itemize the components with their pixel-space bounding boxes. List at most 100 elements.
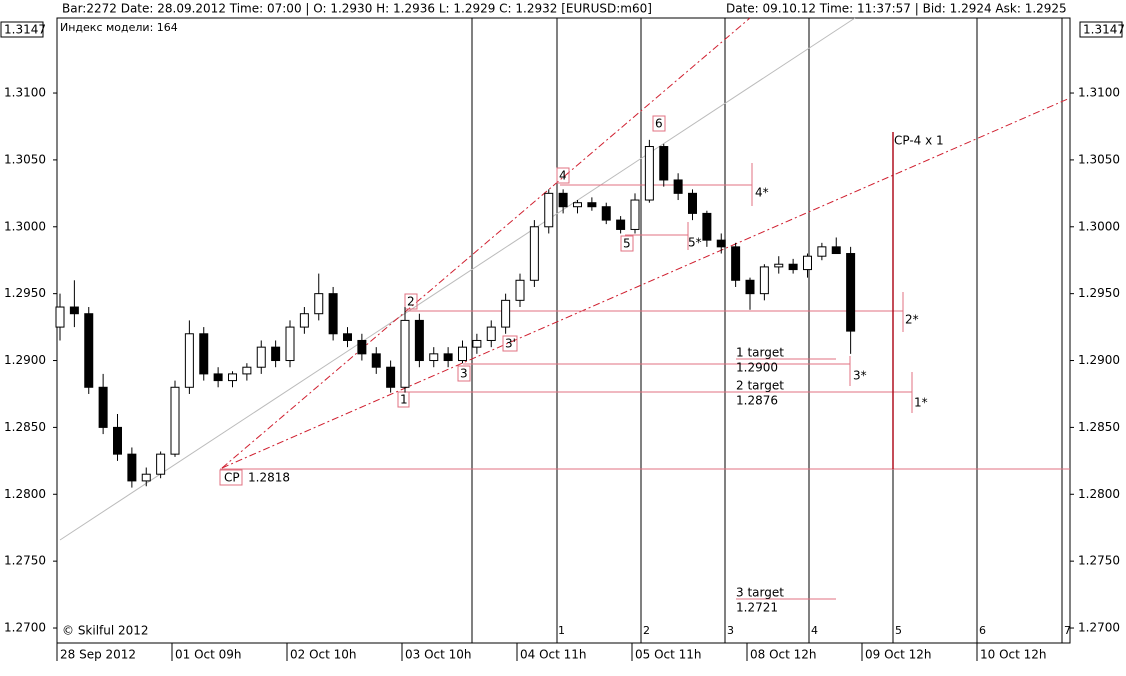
candle-body xyxy=(285,326,295,362)
y-tick-label: 1.2750 xyxy=(1078,554,1120,568)
y-tick-label: 1.3050 xyxy=(4,152,46,166)
annotation: 1.2876 xyxy=(736,394,778,408)
candle-body xyxy=(573,202,582,208)
annotation: 2 target xyxy=(736,379,784,393)
period-lines xyxy=(471,18,1063,643)
candle-body xyxy=(644,146,654,201)
y-tick-label: 1.2950 xyxy=(4,286,46,300)
y-tick-label: 1.2700 xyxy=(1078,621,1120,635)
candle-body xyxy=(429,353,439,362)
candle-body xyxy=(774,263,784,268)
candle-body xyxy=(803,255,812,271)
candle-body xyxy=(343,333,352,341)
plot-frame xyxy=(56,17,1071,644)
period-label: 7 xyxy=(1064,624,1071,637)
x-tick-label: 03 Oct 10h xyxy=(405,648,472,662)
label-box xyxy=(397,391,410,408)
annotation: CP-4 x 1 xyxy=(894,134,944,148)
candle-body xyxy=(98,386,108,428)
label-box xyxy=(556,167,570,184)
y-tick-label: 1.2800 xyxy=(4,487,46,501)
candle-body xyxy=(616,219,626,230)
annotation: 2 xyxy=(407,295,415,309)
candle-body xyxy=(587,202,597,208)
annotation: 1.2818 xyxy=(248,471,290,485)
candle-body xyxy=(759,266,769,295)
model-index: Индекс модели: 164 xyxy=(60,21,178,34)
price-box-text: 1.3147 xyxy=(1083,23,1125,37)
candle-body xyxy=(458,346,467,362)
annotation: CP xyxy=(224,471,240,485)
candle-body xyxy=(831,246,841,255)
candle-body xyxy=(228,373,237,382)
candle-body xyxy=(659,146,669,181)
period-label: 1 xyxy=(558,624,565,637)
y-tick-label: 1.2850 xyxy=(1078,420,1120,434)
candle-body xyxy=(544,192,554,228)
y-tick-label: 1.3050 xyxy=(1078,152,1120,166)
annotation: 1 xyxy=(400,393,408,407)
y-tick-label: 1.2700 xyxy=(4,621,46,635)
candle-body xyxy=(558,192,568,208)
annotation: 1* xyxy=(914,396,928,410)
candle-body xyxy=(271,346,281,362)
header-left: Bar:2272 Date: 28.09.2012 Time: 07:00 | … xyxy=(62,2,652,16)
period-label: 2 xyxy=(643,624,650,637)
candle-body xyxy=(371,353,381,368)
y-tick-label: 1.3000 xyxy=(1078,219,1120,233)
candle-body xyxy=(472,339,482,348)
candle-body xyxy=(242,366,252,375)
period-label: 6 xyxy=(979,624,986,637)
candle-body xyxy=(501,299,511,328)
label-box xyxy=(502,335,518,352)
annotation: 3 target xyxy=(736,586,784,600)
candle-body xyxy=(529,226,539,281)
candle-body xyxy=(515,279,525,301)
candle-body xyxy=(55,306,65,328)
price-box-text: 1.3147 xyxy=(4,23,46,37)
period-label: 5 xyxy=(895,624,902,637)
candle-body xyxy=(716,239,726,248)
annotation: 4* xyxy=(755,186,769,200)
annotation: 1.2900 xyxy=(736,361,778,375)
channel-line xyxy=(221,17,751,469)
copyright: © Skilful 2012 xyxy=(62,624,149,638)
annotation: 2* xyxy=(905,313,919,327)
annotation: 6 xyxy=(655,117,663,131)
candle-body xyxy=(69,306,79,315)
annotation: 3* xyxy=(853,369,867,383)
candle-body xyxy=(328,293,338,335)
annotation: 5 xyxy=(623,237,631,251)
candle-body xyxy=(601,206,611,221)
label-box xyxy=(652,115,666,132)
price-box xyxy=(1079,21,1123,38)
candle-body xyxy=(314,293,324,315)
x-tick-label: 28 Sep 2012 xyxy=(60,648,136,662)
trend-line xyxy=(59,17,856,541)
price-box xyxy=(0,21,44,38)
candle-body xyxy=(731,246,741,281)
annotation: 4 xyxy=(559,169,567,183)
label-box xyxy=(219,469,243,486)
x-tick-label: 09 Oct 12h xyxy=(865,648,932,662)
candle-body xyxy=(443,353,453,362)
x-tick-label: 01 Oct 09h xyxy=(175,648,242,662)
y-tick-label: 1.2950 xyxy=(1078,286,1120,300)
x-tick-label: 10 Oct 12h xyxy=(980,648,1047,662)
candle-body xyxy=(141,473,151,482)
candle-body xyxy=(184,333,194,388)
annotation: 5* xyxy=(688,236,702,250)
candle-body xyxy=(673,179,683,194)
y-tick-label: 1.2750 xyxy=(4,554,46,568)
annotation: 1.2721 xyxy=(736,601,778,615)
header-right: Date: 09.10.12 Time: 11:37:57 | Bid: 1.2… xyxy=(726,2,1067,16)
candle-body xyxy=(170,386,180,455)
candle-body xyxy=(400,319,410,388)
annotation: 3' xyxy=(505,337,516,351)
y-tick-label: 1.3100 xyxy=(4,86,46,100)
levels xyxy=(219,115,1070,600)
label-box xyxy=(457,365,471,382)
y-tick-label: 1.2900 xyxy=(4,353,46,367)
x-tick-label: 08 Oct 12h xyxy=(750,648,817,662)
candle-body xyxy=(386,366,396,388)
